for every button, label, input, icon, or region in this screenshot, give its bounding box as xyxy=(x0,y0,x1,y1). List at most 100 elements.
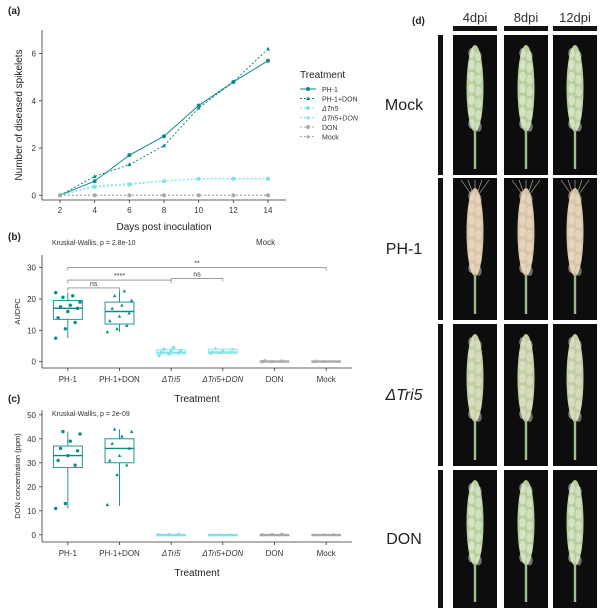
spikelet-left xyxy=(568,118,575,129)
a-legend-marker xyxy=(306,125,310,129)
box-y-tick-label: 30 xyxy=(27,264,36,273)
box-x-tick-label: DON xyxy=(266,549,284,558)
a-legend-label: DON xyxy=(322,125,338,132)
box-x-tick-label: PH-1 xyxy=(59,549,78,558)
a-data-point xyxy=(196,105,201,110)
a-x-tick-label: 12 xyxy=(229,206,238,215)
spikelet-right xyxy=(526,206,533,217)
spikelet-right xyxy=(475,98,482,109)
box-y-axis-title: AUDPC xyxy=(13,298,22,325)
spikelet-right xyxy=(575,121,582,132)
spikelet-left xyxy=(568,95,575,106)
panel-d-tag: (d) xyxy=(412,16,425,27)
spikelet-left xyxy=(568,517,575,528)
box-data-point xyxy=(331,532,336,536)
box-x-tick-label: Mock xyxy=(317,549,337,558)
box-data-point xyxy=(312,532,316,537)
spikelet-right xyxy=(575,364,582,375)
spikelet-right xyxy=(575,352,582,363)
a-legend-label: Mock xyxy=(322,135,339,142)
spikelet-right xyxy=(575,532,582,543)
spikelet-left xyxy=(468,191,475,201)
column-header: 12dpi xyxy=(559,10,591,25)
wheat-awn xyxy=(476,179,483,195)
spikelet-left xyxy=(568,83,575,94)
wheat-stem xyxy=(473,129,477,169)
spikelet-right xyxy=(575,110,582,120)
box-data-point xyxy=(228,532,232,536)
wheat-stem xyxy=(573,420,577,460)
a-data-point xyxy=(92,183,97,188)
significance-label: ** xyxy=(194,261,200,268)
spikelet-left xyxy=(468,483,475,493)
spikelet-right xyxy=(575,266,582,277)
spikelet-right xyxy=(526,340,533,350)
a-data-point xyxy=(92,174,97,178)
wheat-awn xyxy=(567,179,574,195)
box-data-point xyxy=(230,347,235,351)
box-data-point xyxy=(53,506,58,511)
spikelet-right xyxy=(575,74,582,85)
column-header-bar xyxy=(553,26,597,31)
spikelet-left xyxy=(568,397,575,408)
box-data-point xyxy=(53,290,58,295)
a-data-point xyxy=(127,153,132,158)
a-data-point xyxy=(231,193,236,197)
spikelet-right xyxy=(575,520,582,531)
spikelet-left xyxy=(468,71,475,82)
box-data-point xyxy=(162,347,166,351)
box-data-point xyxy=(120,434,124,438)
box-data-point xyxy=(70,294,75,298)
a-y-tick-label: 6 xyxy=(32,50,37,59)
significance-bracket xyxy=(67,287,120,291)
box-x-tick-label: Mock xyxy=(317,375,337,384)
spikelet-left xyxy=(468,529,475,540)
panel-d-photo-grid: 4dpi 8dpi 12dpi Mock PH-1 ΔTri5 DON xyxy=(384,10,597,608)
spikelet-right xyxy=(526,62,533,73)
spikelet-right xyxy=(475,543,482,554)
a-data-point xyxy=(266,58,270,63)
box-data-point xyxy=(260,533,265,537)
spikelet-left xyxy=(568,552,575,563)
kruskal-wallis-annotation: Kruskal-Wallis, p = 2e-09 xyxy=(52,411,130,418)
a-x-tick-label: 10 xyxy=(194,206,203,215)
a-data-point xyxy=(92,179,97,184)
spikelet-right xyxy=(575,86,582,97)
spikelet-right xyxy=(575,242,582,253)
column-header-bar xyxy=(504,26,548,31)
a-data-point xyxy=(196,176,201,181)
a-legend-marker xyxy=(306,96,310,101)
spikelet-right xyxy=(526,412,533,423)
box-data-point xyxy=(56,316,60,320)
spikelet-right xyxy=(475,74,482,85)
spikelet-left xyxy=(519,506,526,517)
spikelet-left xyxy=(568,251,575,262)
spikelet-left xyxy=(519,107,526,117)
box-data-point xyxy=(58,305,63,309)
spikelet-right xyxy=(475,532,482,543)
spikelet-right xyxy=(526,388,533,399)
spikelet-left xyxy=(519,118,526,129)
wheat-awn xyxy=(460,179,472,195)
a-y-tick-label: 2 xyxy=(32,144,37,153)
box-x-tick-label: ΔTri5 xyxy=(161,375,181,384)
box-x-axis-title: Treatment xyxy=(174,568,219,579)
box-data-point xyxy=(129,429,134,433)
box-y-tick-label: 10 xyxy=(27,507,36,516)
spikelet-right xyxy=(526,121,533,132)
box-x-tick-label: ΔTri5 xyxy=(161,549,181,558)
a-data-point xyxy=(127,193,132,197)
panel-b-tag: (b) xyxy=(8,232,21,243)
box-data-point xyxy=(75,306,80,311)
box-data-point xyxy=(105,330,110,334)
spikelet-right xyxy=(475,206,482,217)
row-divider-bar xyxy=(438,324,443,466)
box-y-tick-label: 0 xyxy=(32,358,37,367)
spikelet-right xyxy=(575,497,582,508)
spikelet-left xyxy=(468,349,475,360)
spikelet-left xyxy=(519,95,526,106)
a-x-tick-label: 14 xyxy=(264,206,273,215)
box-data-point xyxy=(280,359,284,363)
box-y-tick-label: 40 xyxy=(27,435,36,444)
spikelet-left xyxy=(519,337,526,347)
